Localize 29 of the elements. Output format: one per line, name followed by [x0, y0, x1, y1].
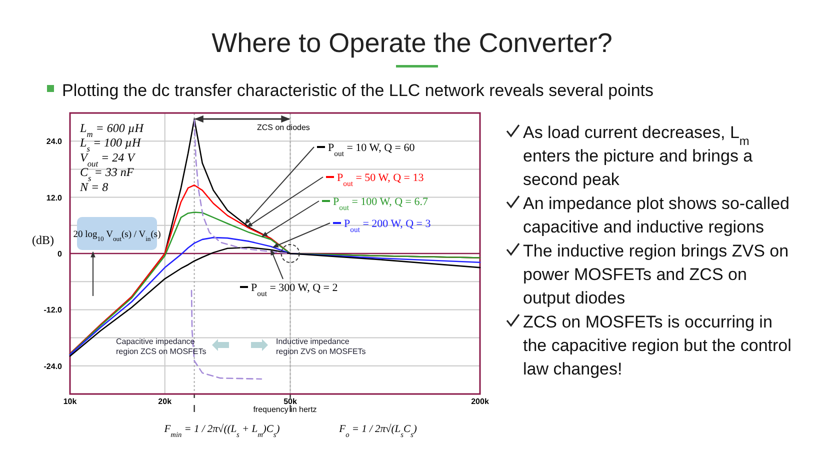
x-tick-label: 10k [63, 397, 78, 406]
x-tick-label: 50k [284, 397, 298, 406]
annotation: 20 log$_{10}$ V$_{out}$(s) / V$_{in}$(s) [73, 230, 161, 242]
annotation: Inductive impedance region ZVS on MOSFETs [276, 337, 366, 356]
text: ZCS on MOSFETs is occurring in the capacitive region but the control law changes! [523, 312, 792, 378]
annotation: L$_{m}$ = 600 µH [79, 121, 145, 138]
y-tick-label: 0 [58, 250, 63, 258]
text: As load current decreases, L$_{m}$ enters the picture and brings a second peak [523, 123, 754, 189]
legend-label: P$_{out}$ = 50 W, Q = 13 [337, 172, 424, 188]
annotation: ZCS on diodes [257, 123, 310, 132]
legend-label: P$_{out}$ = 10 W, Q = 60 [328, 142, 416, 158]
legend-label: P$_{out}$ = 200 W, Q = 3 [344, 218, 432, 234]
y-tick-label: -24.0 [44, 362, 63, 371]
chart-title: Where to Operate the Converter? [212, 28, 612, 58]
annotation: Capacitive impedance region ZCS on MOSFETs [116, 337, 206, 356]
text: F$_{min}$ = 1 / 2π√((L$_{s}$ + L$_{m}$)C$_{s}$) [164, 424, 280, 438]
legend-label: P$_{out}$ = 100 W, Q = 6.7 [333, 196, 428, 212]
text: The inductive region brings ZVS on power MOSFETs and ZCS on output diodes [523, 242, 789, 308]
x-axis-title: frequency in hertz [253, 405, 317, 414]
y-tick-label: 12.0 [46, 193, 63, 202]
text: F$_{o}$ = 1 / 2π√(L$_{s}$C$_{s}$) [338, 423, 418, 438]
y-axis-title: (dB) [32, 233, 54, 247]
chart-subtitle: Plotting the dc transfer characteristic of the LLC network reveals several points [62, 81, 654, 100]
y-tick-label: 24.0 [46, 137, 63, 146]
legend-label: P$_{out}$ = 300 W, Q = 2 [251, 282, 338, 298]
y-tick-label: -12.0 [44, 306, 63, 315]
x-tick-label: 20k [158, 397, 172, 406]
text: An impedance plot shows so-called capacitive and inductive regions [523, 194, 790, 236]
x-tick-label: 200k [471, 397, 490, 406]
